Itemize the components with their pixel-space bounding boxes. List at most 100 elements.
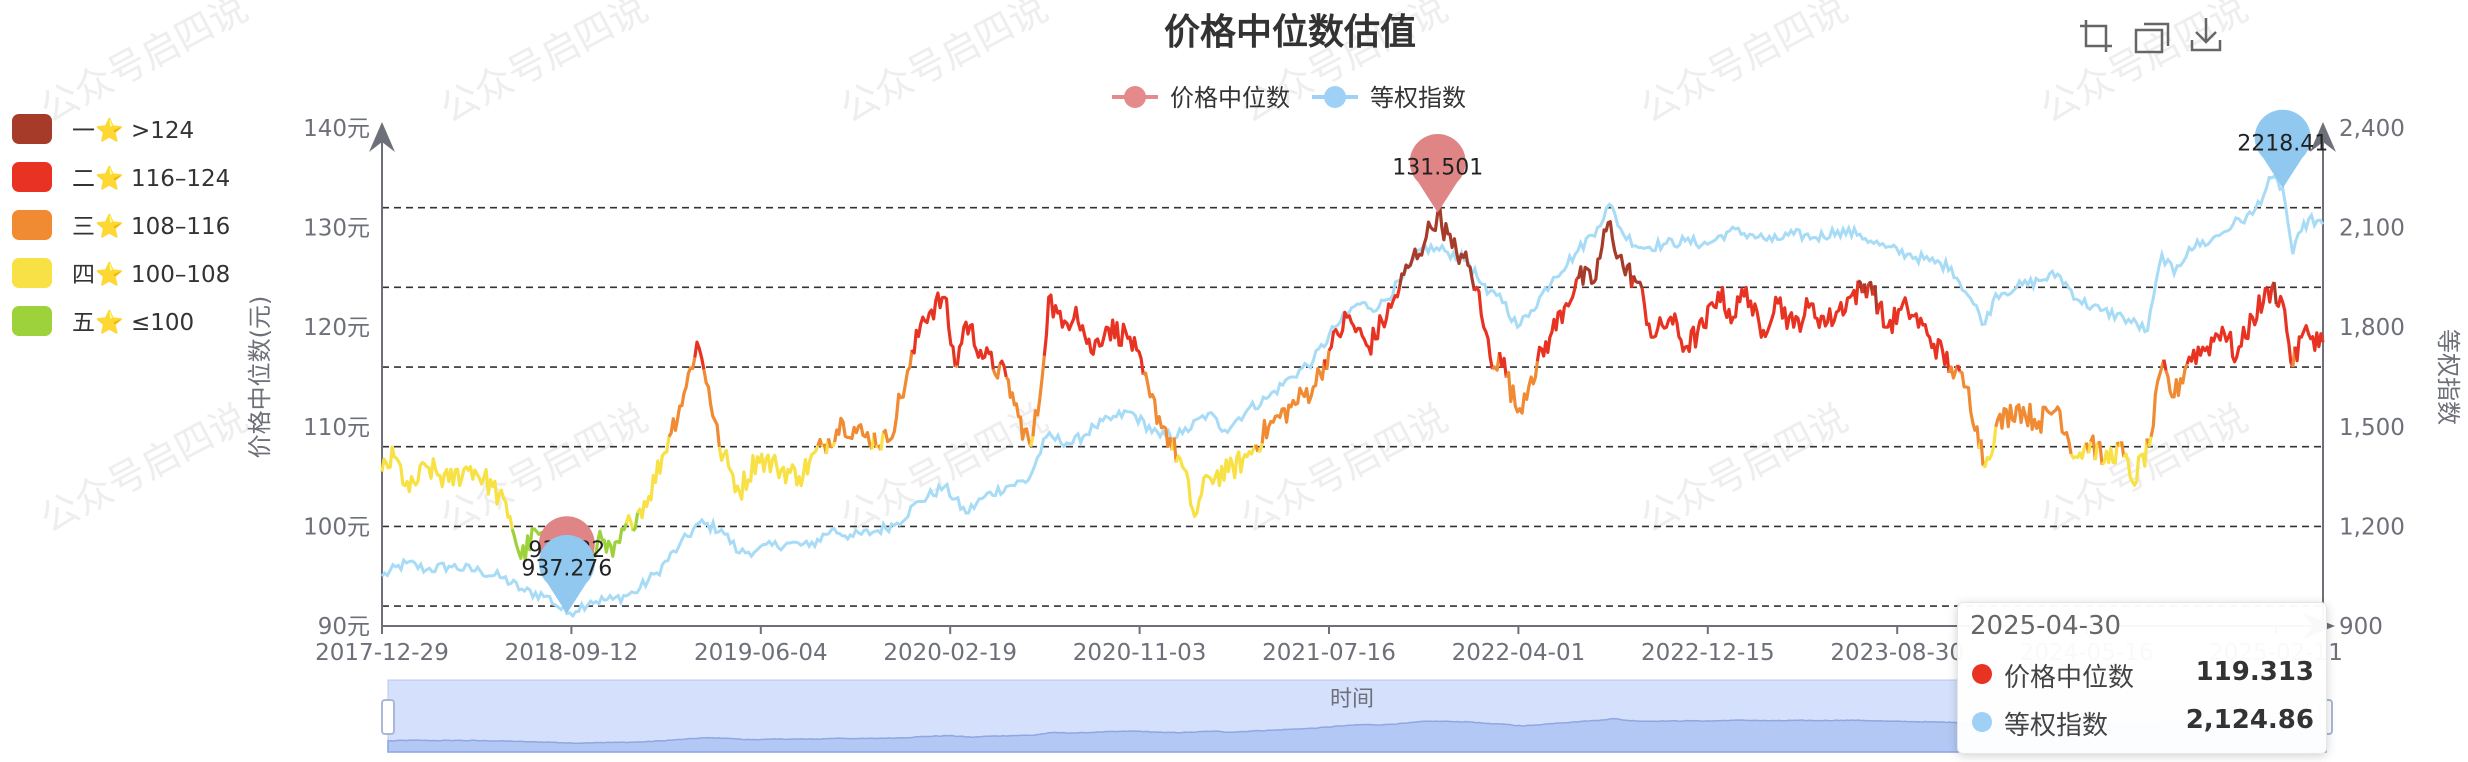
series-line-median-segment — [1398, 204, 1476, 292]
series-line-median-segment — [881, 349, 914, 444]
visualmap-swatch-3 — [12, 258, 52, 288]
series-line-median-segment — [1979, 439, 1985, 466]
y-left-tick-label: 90元 — [318, 614, 370, 640]
x-tick-label: 2020-02-19 — [883, 640, 1017, 666]
series-line-median-segment — [991, 363, 1002, 380]
mark-point-label: 937.276 — [521, 557, 612, 582]
tooltip-date: 2025-04-30 — [1970, 611, 2122, 641]
series-line-median-segment — [2122, 438, 2149, 487]
tooltip-row-index: 等权指数 2,124.86 — [1970, 703, 2314, 743]
y-axis-left-title: 价格中位数(元) — [246, 296, 274, 459]
tooltip-dot — [1972, 712, 1992, 732]
y-right-tick-label: 900 — [2339, 614, 2383, 640]
series-line-median-segment — [872, 432, 878, 448]
series-line-median-segment — [1535, 278, 1579, 362]
x-tick-label: 2020-11-03 — [1073, 640, 1207, 666]
watermark-text: 公众号启四说 — [1233, 396, 1455, 542]
series-line-median-segment — [2275, 294, 2295, 368]
y-left-tick-label: 140元 — [303, 116, 370, 142]
visualmap-swatch-4 — [12, 306, 52, 336]
visualmap-label-4: 五⭐ ≤100 — [72, 309, 194, 336]
series-line-median-segment — [1029, 435, 1035, 448]
series-line-median-segment — [998, 359, 1008, 378]
series-line-median-segment — [2272, 281, 2278, 305]
series-line-median-segment — [879, 432, 885, 451]
series-line-median-segment — [1575, 220, 1634, 288]
series-line-median-segment — [2097, 440, 2104, 466]
series-line-median-segment — [910, 291, 957, 368]
y-right-tick-label: 1,500 — [2339, 415, 2405, 441]
series-line-median-segment — [833, 416, 874, 451]
zoom-reset-icon[interactable] — [2134, 22, 2170, 54]
zoom-icon[interactable] — [2080, 20, 2112, 52]
watermark-text: 公众号启四说 — [1633, 396, 1855, 542]
series-line-median-segment — [826, 438, 833, 449]
download-icon[interactable] — [2190, 18, 2222, 52]
y-axis-right-title: 等权指数 — [2434, 329, 2462, 425]
series-line-median-segment — [1473, 285, 1494, 370]
y-left-tick-label: 130元 — [303, 216, 370, 242]
visualmap-label-0: 一⭐ >124 — [72, 117, 194, 144]
series-line-median-segment — [1982, 426, 1998, 469]
series-line-median-segment — [380, 445, 514, 530]
series-line-median-segment — [1956, 364, 1962, 372]
series-line-median-segment — [2089, 434, 2097, 461]
series-line-median-segment — [1260, 359, 1327, 444]
series-line-median-segment — [1174, 443, 1258, 518]
mark-point-pin — [538, 535, 595, 614]
series-line-median-segment — [2120, 441, 2126, 458]
series-line-median-segment — [2164, 363, 2189, 399]
series-line-median-segment — [1504, 361, 1539, 415]
series-line-median-segment — [2069, 442, 2088, 460]
series-line-median-segment — [2185, 286, 2268, 366]
visualmap-label-1: 二⭐ 116–124 — [72, 165, 230, 192]
watermark-text: 公众号启四说 — [2033, 396, 2255, 542]
series-line-median-segment — [816, 437, 824, 448]
x-axis-title: 时间 — [1330, 687, 1374, 712]
mark-point-pin — [1409, 134, 1466, 213]
series-line-median-segment — [1004, 376, 1033, 448]
series-line-median-segment — [1958, 370, 1981, 449]
series-line-median-segment — [2087, 441, 2093, 454]
y-axis-left-arrow — [369, 122, 395, 152]
x-tick-label: 2017-12-29 — [315, 640, 449, 666]
visualmap-label-3: 四⭐ 100–108 — [72, 261, 230, 288]
series-line-median-segment — [1325, 350, 1331, 370]
visualmap-swatch-0 — [12, 114, 52, 144]
legend-symbol-1 — [1324, 86, 1346, 108]
x-tick-label: 2018-09-12 — [505, 640, 639, 666]
watermark-text: 公众号启四说 — [833, 0, 1055, 131]
series-line-median-segment — [1947, 364, 1960, 380]
y-left-tick-label: 120元 — [303, 315, 370, 341]
visualmap-swatch-1 — [12, 162, 52, 192]
y-right-tick-label: 1,800 — [2339, 315, 2405, 341]
tooltip-series-name: 价格中位数 — [2004, 663, 2135, 693]
legend-symbol-0 — [1124, 86, 1146, 108]
y-right-tick-label: 2,100 — [2339, 216, 2405, 242]
y-left-tick-label: 100元 — [303, 514, 370, 540]
x-tick-label: 2022-12-15 — [1641, 640, 1775, 666]
series-line-median-segment — [2162, 359, 2168, 371]
series-line-median-segment — [831, 441, 837, 448]
series-line-median-segment — [1327, 286, 1402, 356]
datazoom-handle-left[interactable] — [381, 699, 395, 735]
visualmap-swatch-2 — [12, 210, 52, 240]
series-line-median-segment — [2264, 285, 2269, 290]
y-right-tick-label: 2,400 — [2339, 116, 2405, 142]
tooltip-row-median: 价格中位数 119.313 — [1970, 655, 2314, 695]
mark-point-label: 2218.41 — [2237, 131, 2328, 156]
series-line-median-segment — [624, 514, 635, 532]
series-line-median-segment — [1042, 293, 1145, 375]
legend-label-1: 等权指数 — [1370, 84, 1466, 112]
watermark-text: 公众号启四说 — [33, 0, 255, 131]
series-line-median-segment — [631, 512, 640, 532]
series-line-median-segment — [717, 445, 820, 501]
y-right-tick-label: 1,200 — [2339, 514, 2405, 540]
series-line-median-segment — [1491, 351, 1502, 372]
x-tick-label: 2022-04-01 — [1452, 640, 1586, 666]
series-line-median-segment — [1257, 442, 1264, 454]
tooltip: 2025-04-30 价格中位数 119.313 等权指数 2,124.86 — [1957, 602, 2327, 754]
watermark-text: 公众号启四说 — [1633, 0, 1855, 131]
series-line-median-segment — [2147, 436, 2153, 448]
legend-label-0: 价格中位数 — [1170, 84, 1290, 112]
